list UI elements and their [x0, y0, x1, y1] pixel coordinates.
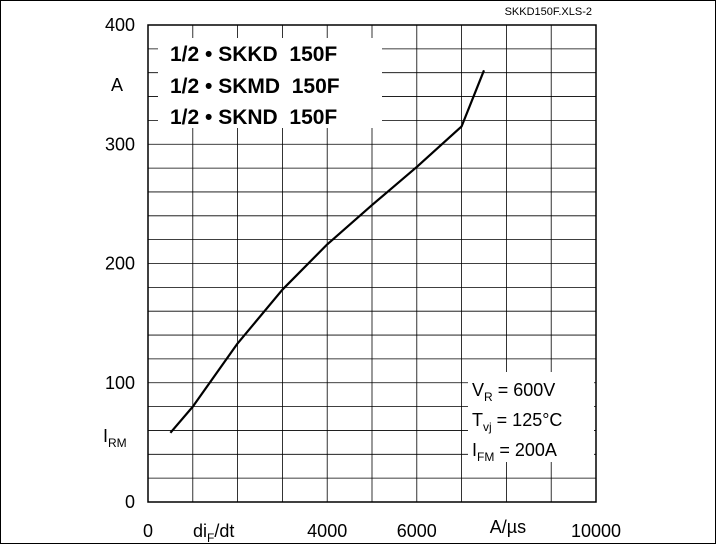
- y-axis-unit: A: [111, 75, 123, 95]
- conditions-block: VR = 600V Tvj = 125°C IFM = 200A: [468, 372, 594, 464]
- condition-vr: VR = 600V: [472, 380, 555, 404]
- x-axis-label: diF/dt: [193, 521, 234, 544]
- file-id-label: SKKD150F.XLS-2: [505, 6, 592, 18]
- x-tick-label: 6000: [397, 521, 437, 541]
- y-tick-label: 400: [105, 15, 135, 35]
- y-tick-label: 300: [105, 134, 135, 154]
- x-axis-unit: A/µs: [490, 517, 526, 537]
- tick-labels: 0 4000 6000 10000 0 100 200 300 400: [105, 15, 621, 541]
- y-tick-label: 0: [125, 492, 135, 512]
- x-tick-label: 4000: [307, 521, 347, 541]
- y-tick-label: 200: [105, 254, 135, 274]
- x-tick-label: 0: [143, 521, 153, 541]
- title-block: 1/2 • SKKD 150F 1/2 • SKMD 150F 1/2 • SK…: [158, 38, 382, 129]
- series-line: [169, 69, 486, 434]
- x-tick-label: 10000: [571, 521, 621, 541]
- condition-tvj: Tvj = 125°C: [472, 410, 562, 434]
- series-layer: [169, 69, 486, 434]
- y-axis-label: IRM: [103, 426, 127, 450]
- y-tick-label: 100: [105, 373, 135, 393]
- condition-ifm: IFM = 200A: [472, 440, 557, 464]
- title-background: [158, 38, 382, 128]
- title-line-1: 1/2 • SKKD 150F: [170, 43, 337, 66]
- title-line-3: 1/2 • SKND 150F: [170, 106, 337, 129]
- plot-frame: [147, 24, 597, 503]
- title-line-2: 1/2 • SKMD 150F: [170, 75, 340, 98]
- conditions-background: [468, 372, 594, 462]
